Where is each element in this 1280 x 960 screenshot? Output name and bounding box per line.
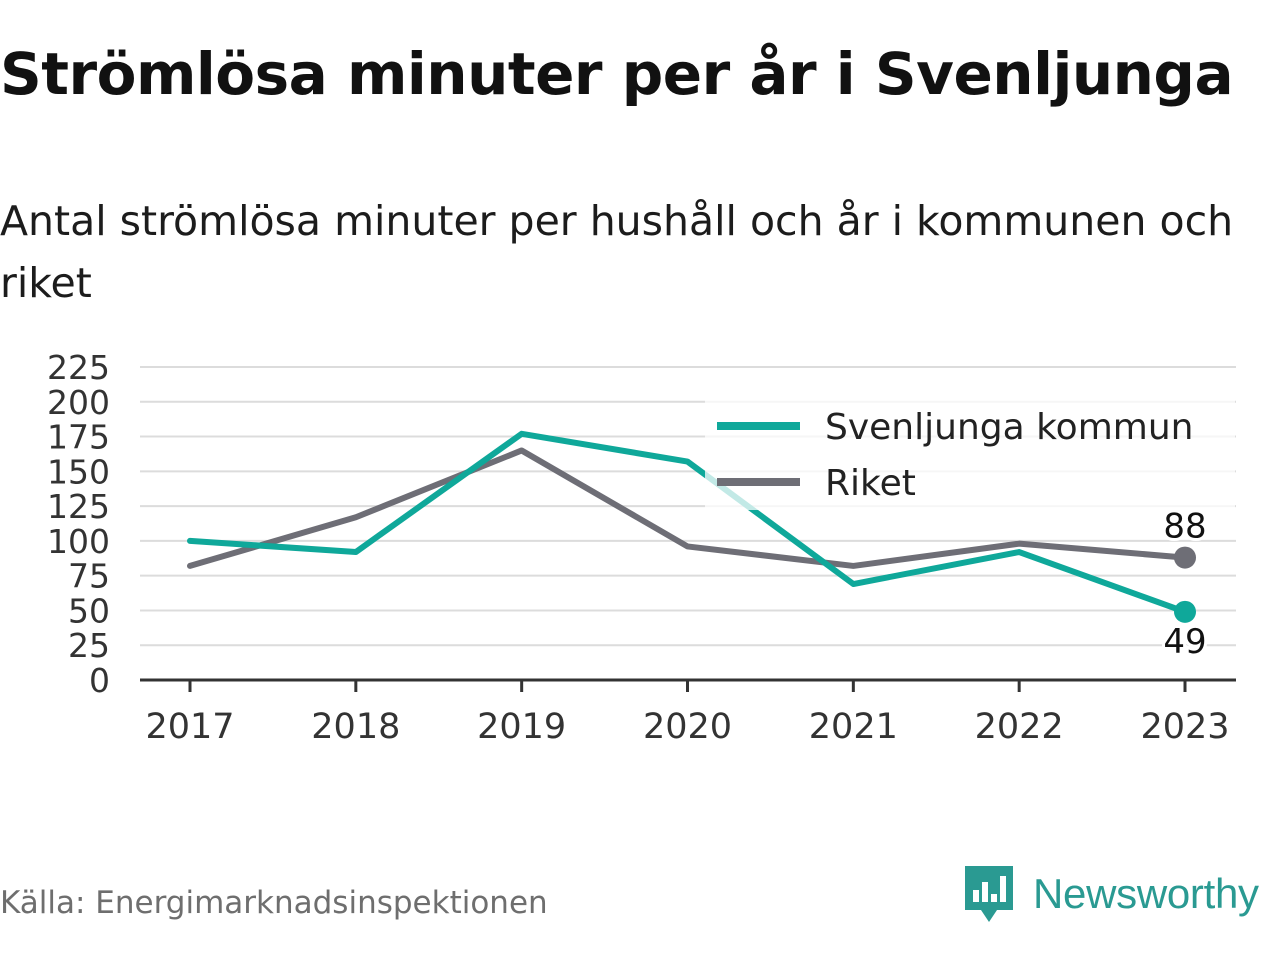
legend-label: Svenljunga kommun [825,407,1193,448]
y-tick-label: 125 [47,487,110,526]
x-tick-label: 2017 [145,707,234,747]
newsworthy-logo-icon [965,866,1013,922]
x-tick-label: 2020 [643,707,732,747]
legend-label: Riket [825,463,916,504]
x-tick-label: 2019 [477,707,566,747]
y-tick-label: 50 [68,591,110,630]
x-tick-label: 2023 [1140,707,1229,747]
series-line-0 [187,430,1188,615]
brand-name: Newsworthy [1033,870,1259,917]
legend-box [705,398,1235,510]
brand-logo[interactable]: Newsworthy [963,864,1259,924]
y-tick-label: 175 [47,418,110,457]
chart-subtitle: Antal strömlösa minuter per hushåll och … [0,197,1234,307]
end-marker [1174,600,1196,623]
y-tick-label: 100 [47,522,110,561]
series-line-1 [187,447,1188,569]
end-marker [1174,546,1196,569]
y-tick-label: 0 [89,661,110,700]
x-tick-label: 2022 [975,707,1064,747]
y-tick-label: 150 [47,452,110,491]
x-tick-label: 2021 [809,707,898,747]
source-note: Källa: Energimarknadsinspektionen [0,885,548,921]
end-value-label: 49 [1163,622,1206,662]
x-tick-label: 2018 [311,707,400,747]
chart-title: Strömlösa minuter per år i Svenljunga [0,40,1234,108]
y-tick-label: 25 [68,626,110,665]
y-tick-label: 225 [47,348,110,387]
y-tick-label: 75 [68,557,110,596]
end-value-label: 88 [1163,507,1206,547]
y-tick-label: 200 [47,383,110,422]
